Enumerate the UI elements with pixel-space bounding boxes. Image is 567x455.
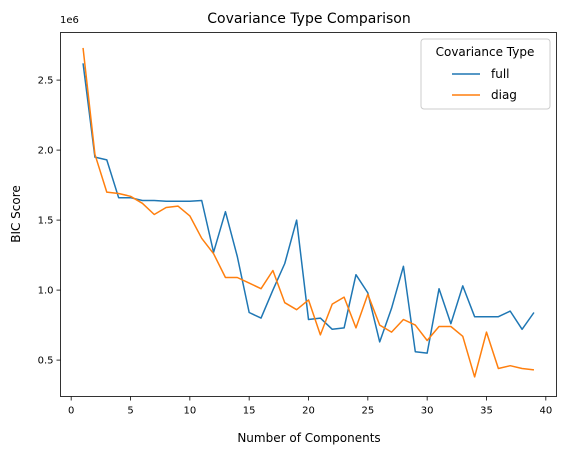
y-axis-label: BIC Score [9, 185, 23, 243]
y-tick-label: 2.0 [38, 146, 54, 157]
x-tick-label: 25 [361, 406, 374, 417]
legend-box [420, 38, 551, 110]
y-tick-label: 1.5 [38, 216, 54, 227]
series-line-full [82, 63, 535, 354]
series-layer [82, 47, 535, 378]
legend: Covariance Type full diag [420, 38, 551, 110]
x-tick-label: 10 [183, 406, 196, 417]
y-tick-label: 2.5 [38, 76, 54, 87]
legend-label-full: full [491, 67, 510, 81]
x-tick-label: 15 [243, 406, 256, 417]
y-axis-ticks: 0.5 1.0 1.5 2.0 2.5 [38, 76, 61, 367]
x-axis-ticks: 0 5 10 15 20 25 30 35 40 [68, 396, 552, 417]
x-tick-label: 40 [539, 406, 552, 417]
x-axis-label: Number of Components [237, 431, 380, 445]
legend-title: Covariance Type [436, 45, 535, 59]
chart-title: Covariance Type Comparison [207, 11, 411, 27]
y-tick-label: 0.5 [38, 356, 54, 367]
plot-frame [60, 32, 557, 397]
x-tick-label: 0 [68, 406, 74, 417]
x-tick-label: 20 [302, 406, 315, 417]
x-tick-label: 5 [127, 406, 133, 417]
x-tick-label: 35 [480, 406, 493, 417]
x-tick-label: 30 [421, 406, 434, 417]
series-line-diag [82, 47, 535, 378]
y-tick-label: 1.0 [38, 286, 54, 297]
y-offset-label: 1e6 [60, 15, 79, 26]
legend-label-diag: diag [491, 88, 517, 102]
